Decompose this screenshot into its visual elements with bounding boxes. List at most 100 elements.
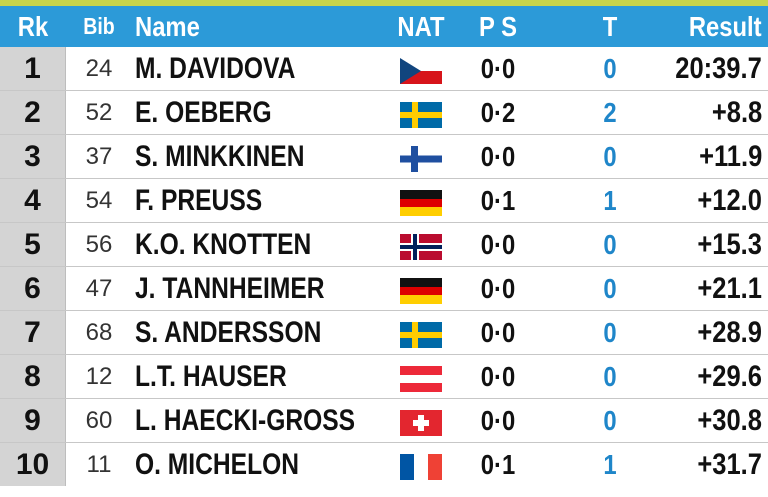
rank-cell: 2 bbox=[0, 91, 66, 134]
rank-cell: 4 bbox=[0, 179, 66, 222]
flag-fin-icon bbox=[400, 146, 442, 172]
result-cell: +29.6 bbox=[697, 360, 762, 393]
table-row: 6 47 J. TANNHEIMER 0·0 0 +21.1 bbox=[0, 267, 768, 311]
bib-cell: 12 bbox=[85, 363, 113, 390]
flag-fra-icon bbox=[400, 454, 442, 480]
table-row: 7 68 S. ANDERSSON 0·0 0 +28.9 bbox=[0, 311, 768, 355]
rank-cell: 3 bbox=[0, 135, 66, 178]
header-name: Name bbox=[135, 11, 200, 42]
bib-cell: 56 bbox=[85, 231, 113, 258]
athlete-name: J. TANNHEIMER bbox=[135, 272, 325, 305]
table-row: 10 11 O. MICHELON 0·1 1 +31.7 bbox=[0, 443, 768, 487]
penalty-shooting-cell: 0·2 bbox=[480, 97, 516, 128]
athlete-name: S. ANDERSSON bbox=[135, 316, 322, 349]
nation-cell bbox=[400, 135, 442, 178]
flag-aut-icon bbox=[400, 366, 442, 392]
bib-cell: 60 bbox=[85, 407, 113, 434]
rank-cell: 8 bbox=[0, 355, 66, 398]
penalty-shooting-cell: 0·0 bbox=[480, 53, 516, 84]
rank-cell: 9 bbox=[0, 399, 66, 442]
table-row: 9 60 L. HAECKI-GROSS 0·0 0 +30.8 bbox=[0, 399, 768, 443]
flag-ger-icon bbox=[400, 278, 442, 304]
result-cell: 20:39.7 bbox=[675, 52, 762, 85]
bib-cell: 54 bbox=[85, 187, 113, 214]
table-row: 3 37 S. MINKKINEN 0·0 0 +11.9 bbox=[0, 135, 768, 179]
result-cell: +11.9 bbox=[698, 140, 762, 173]
table-row: 5 56 K.O. KNOTTEN 0·0 0 +15.3 bbox=[0, 223, 768, 267]
header-rank: Rk bbox=[17, 11, 49, 42]
penalty-shooting-cell: 0·0 bbox=[480, 317, 516, 348]
flag-cze-icon bbox=[400, 58, 442, 84]
athlete-name: O. MICHELON bbox=[135, 448, 299, 481]
nation-cell bbox=[400, 355, 442, 398]
nation-cell bbox=[400, 179, 442, 222]
result-cell: +12.0 bbox=[697, 184, 762, 217]
athlete-name: L. HAECKI-GROSS bbox=[135, 404, 356, 437]
nation-cell bbox=[400, 443, 442, 486]
athlete-name: L.T. HAUSER bbox=[135, 360, 287, 393]
flag-ger-icon bbox=[400, 190, 442, 216]
nation-cell bbox=[400, 47, 442, 90]
nation-cell bbox=[400, 91, 442, 134]
table-row: 2 52 E. OEBERG 0·2 2 +8.8 bbox=[0, 91, 768, 135]
total-penalties-cell: 0 bbox=[603, 273, 617, 304]
penalty-shooting-cell: 0·0 bbox=[480, 273, 516, 304]
table-row: 8 12 L.T. HAUSER 0·0 0 +29.6 bbox=[0, 355, 768, 399]
athlete-name: S. MINKKINEN bbox=[135, 140, 305, 173]
result-cell: +30.8 bbox=[697, 404, 762, 437]
athlete-name: F. PREUSS bbox=[135, 184, 263, 217]
rank-cell: 1 bbox=[0, 47, 66, 90]
total-penalties-cell: 0 bbox=[603, 141, 617, 172]
nation-cell bbox=[400, 223, 442, 266]
table-row: 1 24 M. DAVIDOVA 0·0 0 20:39.7 bbox=[0, 47, 768, 91]
header-result: Result bbox=[689, 11, 762, 42]
bib-cell: 47 bbox=[85, 275, 113, 302]
results-list: 1 24 M. DAVIDOVA 0·0 0 20:39.7 2 52 E. O… bbox=[0, 47, 768, 487]
result-cell: +31.7 bbox=[697, 448, 762, 481]
flag-sui-icon bbox=[400, 410, 442, 436]
nation-cell bbox=[400, 267, 442, 310]
rank-cell: 5 bbox=[0, 223, 66, 266]
table-row: 4 54 F. PREUSS 0·1 1 +12.0 bbox=[0, 179, 768, 223]
bib-cell: 37 bbox=[85, 143, 113, 170]
penalty-shooting-cell: 0·1 bbox=[480, 449, 516, 480]
athlete-name: M. DAVIDOVA bbox=[135, 52, 296, 85]
total-penalties-cell: 0 bbox=[603, 229, 617, 260]
header-total: T bbox=[602, 11, 618, 42]
top-accent-strip bbox=[0, 0, 768, 6]
penalty-shooting-cell: 0·0 bbox=[480, 361, 516, 392]
flag-nor-icon bbox=[400, 234, 442, 260]
penalty-shooting-cell: 0·0 bbox=[480, 405, 516, 436]
total-penalties-cell: 0 bbox=[603, 317, 617, 348]
rank-cell: 6 bbox=[0, 267, 66, 310]
penalty-shooting-cell: 0·0 bbox=[480, 229, 516, 260]
result-cell: +21.1 bbox=[697, 272, 762, 305]
bib-cell: 52 bbox=[85, 99, 113, 126]
total-penalties-cell: 0 bbox=[603, 53, 617, 84]
nation-cell bbox=[400, 399, 442, 442]
header-penalty-shooting: P S bbox=[479, 11, 517, 42]
table-header: Rk Bib Name NAT P S T Result bbox=[0, 6, 768, 47]
header-bib: Bib bbox=[83, 13, 115, 39]
penalty-shooting-cell: 0·1 bbox=[480, 185, 516, 216]
total-penalties-cell: 2 bbox=[603, 97, 617, 128]
total-penalties-cell: 1 bbox=[603, 185, 617, 216]
header-nation: NAT bbox=[397, 11, 445, 42]
total-penalties-cell: 1 bbox=[603, 449, 617, 480]
result-cell: +15.3 bbox=[697, 228, 762, 261]
result-cell: +8.8 bbox=[711, 96, 762, 129]
athlete-name: K.O. KNOTTEN bbox=[135, 228, 312, 261]
flag-swe-icon bbox=[400, 322, 442, 348]
bib-cell: 24 bbox=[85, 55, 113, 82]
nation-cell bbox=[400, 311, 442, 354]
rank-cell: 10 bbox=[0, 443, 66, 486]
rank-cell: 7 bbox=[0, 311, 66, 354]
total-penalties-cell: 0 bbox=[603, 405, 617, 436]
bib-cell: 11 bbox=[86, 451, 112, 478]
penalty-shooting-cell: 0·0 bbox=[480, 141, 516, 172]
result-cell: +28.9 bbox=[697, 316, 762, 349]
total-penalties-cell: 0 bbox=[603, 361, 617, 392]
flag-swe-icon bbox=[400, 102, 442, 128]
athlete-name: E. OEBERG bbox=[135, 96, 272, 129]
